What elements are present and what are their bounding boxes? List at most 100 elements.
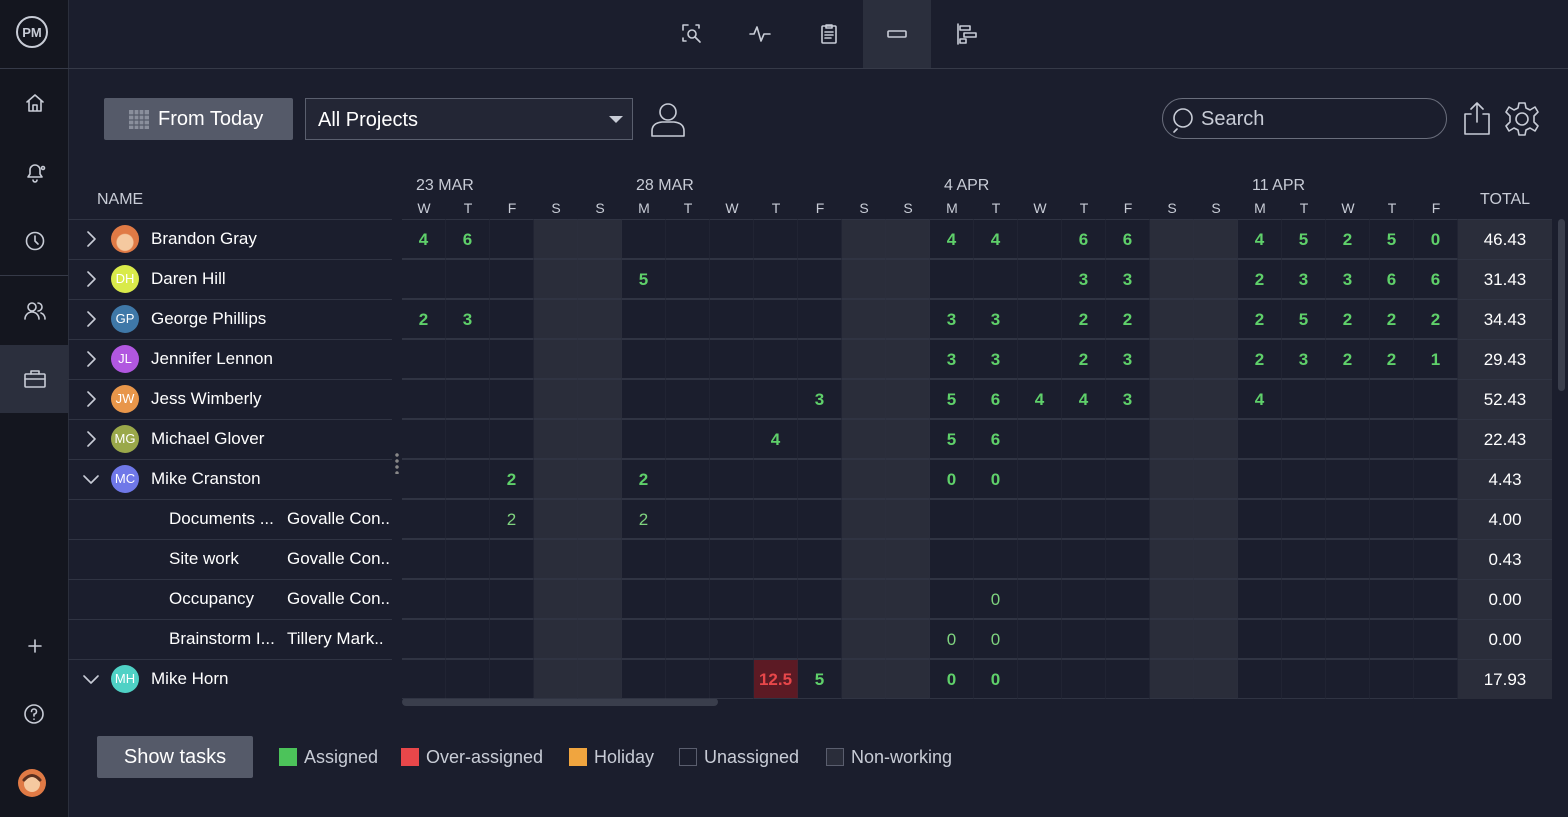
user-avatar[interactable] [17,768,47,798]
expand-chevron[interactable] [83,351,99,367]
workload-cell [1194,299,1238,339]
workload-cell [886,619,930,659]
day-label: F [507,200,517,216]
workload-cell [578,299,622,339]
name-row [68,379,392,419]
workload-cell [842,299,886,339]
workload-cell [402,499,446,539]
workload-cell [1194,459,1238,499]
workload-cell [710,259,754,299]
workload-cell [490,619,534,659]
collapse-chevron[interactable] [83,671,99,687]
name-row [68,499,392,539]
workload-cell [1018,419,1062,459]
workload-cell [1150,579,1194,619]
workload-cell [1018,619,1062,659]
time-icon[interactable] [24,230,46,252]
workload-cell [1326,539,1370,579]
expand-chevron[interactable] [83,271,99,287]
workload-cell [1194,339,1238,379]
person-name: George Phillips [151,309,267,328]
workload-cell [666,579,710,619]
day-label: M [638,200,650,216]
workload-cell [1194,219,1238,259]
list-icon[interactable] [817,22,841,46]
name-row [68,419,392,459]
workload-cell [1326,619,1370,659]
notifications-icon[interactable] [24,161,48,183]
workload-cell [886,659,930,699]
workload-cell [798,419,842,459]
day-label: T [771,200,781,216]
vertical-scrollbar[interactable] [1558,219,1565,391]
workload-cell [1238,419,1282,459]
workload-cell [1414,499,1458,539]
workload-cell [402,259,446,299]
settings-icon[interactable] [1504,101,1540,137]
workload-cell [1282,499,1326,539]
search-box[interactable]: Search [1162,98,1447,139]
name-row [68,219,392,259]
avatar: JL [111,345,139,373]
project-name: Govalle Con.. [287,549,390,568]
day-label: M [946,200,958,216]
workload-cell: 6 [1062,219,1106,259]
workload-cell: 2 [1370,299,1414,339]
gantt-icon[interactable] [954,22,978,46]
help-icon[interactable] [23,703,45,725]
workload-cell [886,379,930,419]
workload-cell [446,259,490,299]
workload-cell [578,499,622,539]
expand-chevron[interactable] [83,391,99,407]
add-icon[interactable] [26,637,44,655]
horizontal-scrollbar[interactable] [402,698,718,706]
workload-cell [1062,619,1106,659]
workload-cell: 6 [974,419,1018,459]
logo[interactable]: PM [16,16,48,48]
workload-cell [622,539,666,579]
expand-chevron[interactable] [83,311,99,327]
workload-icon[interactable] [885,22,909,46]
workload-cell [710,419,754,459]
workload-cell [1282,419,1326,459]
workload-cell [1194,419,1238,459]
collapse-chevron[interactable] [83,471,99,487]
portfolio-icon[interactable] [23,368,47,390]
workload-cell [886,459,930,499]
workload-cell [1150,339,1194,379]
person-name: Brandon Gray [151,229,257,248]
workload-cell [754,619,798,659]
export-icon[interactable] [1462,100,1492,136]
date-button[interactable]: From Today [104,98,293,140]
home-icon[interactable] [24,92,46,114]
show-tasks-button[interactable]: Show tasks [97,736,253,778]
workload-cell [1326,419,1370,459]
name-row [68,659,392,699]
workload-cell [622,579,666,619]
expand-chevron[interactable] [83,431,99,447]
day-label: S [551,200,561,216]
splitter[interactable] [394,452,400,474]
workload-cell [1414,379,1458,419]
total-cell: 0.43 [1458,539,1552,579]
workload-cell [886,579,930,619]
workload-cell [798,339,842,379]
workload-cell [578,579,622,619]
total-cell: 22.43 [1458,419,1552,459]
view-icon[interactable] [680,22,704,46]
team-icon[interactable] [22,300,48,322]
workload-cell [754,539,798,579]
search-icon [1173,108,1193,133]
workload-cell [1370,539,1414,579]
workload-cell [1238,619,1282,659]
workload-cell [798,459,842,499]
workload-cell [534,539,578,579]
workload-cell [1106,619,1150,659]
expand-chevron[interactable] [83,231,99,247]
workload-cell [1238,579,1282,619]
workload-cell: 3 [446,299,490,339]
workload-cell: 0 [930,459,974,499]
project-select[interactable]: All Projects [305,98,633,140]
person-filter-icon[interactable] [650,100,686,138]
dashboard-icon[interactable] [748,22,772,46]
